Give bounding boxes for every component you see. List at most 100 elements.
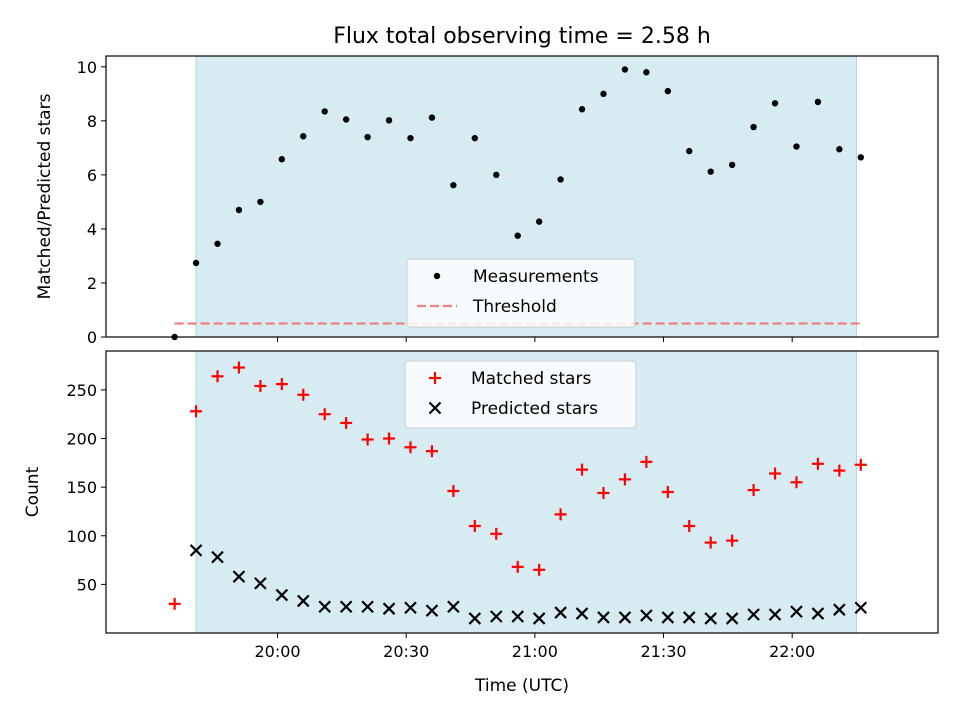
data-point xyxy=(640,609,653,622)
x-tick-label: 21:30 xyxy=(640,642,686,661)
data-point xyxy=(578,106,586,113)
data-point xyxy=(747,608,760,621)
data-point xyxy=(257,198,264,206)
data-point xyxy=(211,550,224,564)
data-point xyxy=(857,154,865,161)
y-tick-label: 50 xyxy=(77,575,97,594)
data-point xyxy=(232,570,246,583)
data-point xyxy=(725,612,739,625)
legend-label: Matched stars xyxy=(471,369,591,389)
data-point xyxy=(511,560,524,573)
y-tick-label: 10 xyxy=(77,58,97,77)
data-point xyxy=(189,544,203,557)
data-point xyxy=(661,486,674,498)
data-point xyxy=(190,405,203,418)
data-point xyxy=(214,240,221,247)
data-point xyxy=(339,600,353,614)
data-point xyxy=(683,520,696,533)
data-point xyxy=(618,611,632,624)
data-point xyxy=(790,476,803,489)
data-point xyxy=(297,594,310,608)
x-tick-label: 20:00 xyxy=(254,642,300,661)
data-point xyxy=(489,610,503,623)
data-point xyxy=(771,100,779,107)
top-y-axis-label: Matched/Predicted stars xyxy=(35,93,55,299)
data-point xyxy=(342,116,350,123)
y-tick-label: 250 xyxy=(66,381,97,400)
x-axis-label: Time (UTC) xyxy=(474,676,569,696)
data-point xyxy=(836,146,843,153)
data-point xyxy=(811,457,824,470)
y-tick-label: 150 xyxy=(66,478,97,497)
x-tick-label: 22:00 xyxy=(769,642,815,661)
data-point xyxy=(728,161,736,169)
data-point xyxy=(814,98,822,106)
data-point xyxy=(854,458,867,471)
data-point xyxy=(428,114,436,121)
data-point xyxy=(254,380,267,393)
data-point xyxy=(425,445,438,458)
y-tick-label: 4 xyxy=(87,220,97,239)
data-point xyxy=(404,601,417,614)
data-point xyxy=(340,416,353,429)
data-point xyxy=(364,133,371,141)
data-point xyxy=(532,612,546,625)
y-tick-label: 8 xyxy=(87,112,97,131)
data-point xyxy=(854,601,868,614)
data-point xyxy=(621,66,629,73)
data-point xyxy=(275,378,288,391)
y-tick-label: 2 xyxy=(87,274,97,293)
bottom-legend: Matched stars Predicted stars xyxy=(404,360,637,429)
bottom-y-axis-label: Count xyxy=(23,466,43,517)
top-legend: Measurements Threshold xyxy=(406,258,636,328)
data-point xyxy=(793,143,800,150)
data-point xyxy=(300,133,307,140)
bottom-axes-frame xyxy=(105,350,939,634)
data-point xyxy=(211,370,224,383)
data-point xyxy=(254,577,267,590)
data-point xyxy=(278,156,286,163)
legend-label: Threshold xyxy=(472,297,557,317)
data-point xyxy=(407,134,414,142)
data-point xyxy=(318,600,331,614)
data-point xyxy=(318,408,331,421)
data-point xyxy=(514,232,521,239)
legend-marker-icon xyxy=(433,272,441,280)
data-point xyxy=(833,464,846,477)
data-point xyxy=(554,508,567,521)
data-point xyxy=(447,600,460,614)
data-point xyxy=(661,611,675,624)
data-point xyxy=(168,597,181,610)
data-point xyxy=(385,117,393,124)
data-point xyxy=(447,485,460,498)
data-point xyxy=(682,611,696,624)
top-axes-frame xyxy=(105,55,939,338)
y-tick-label: 0 xyxy=(87,328,97,347)
legend-item: Threshold xyxy=(417,297,557,317)
data-point xyxy=(557,176,564,183)
data-point xyxy=(275,588,289,602)
data-point xyxy=(361,600,374,614)
data-point xyxy=(750,123,757,131)
legend-item: Measurements xyxy=(433,267,599,287)
data-point xyxy=(232,361,245,374)
data-point xyxy=(468,520,481,533)
data-point xyxy=(297,388,310,401)
data-point xyxy=(618,473,631,486)
data-point xyxy=(535,218,543,225)
data-point xyxy=(511,610,524,623)
data-point xyxy=(192,259,200,267)
data-point xyxy=(833,603,846,616)
data-point xyxy=(361,433,374,446)
data-point xyxy=(768,608,782,621)
legend-item: Matched stars xyxy=(429,369,591,389)
data-point xyxy=(425,604,439,617)
data-point xyxy=(404,441,417,454)
data-point xyxy=(321,108,328,115)
data-point xyxy=(575,607,589,620)
data-point xyxy=(664,87,672,95)
y-tick-label: 100 xyxy=(66,527,97,546)
data-point xyxy=(471,134,479,142)
data-point xyxy=(790,605,803,618)
